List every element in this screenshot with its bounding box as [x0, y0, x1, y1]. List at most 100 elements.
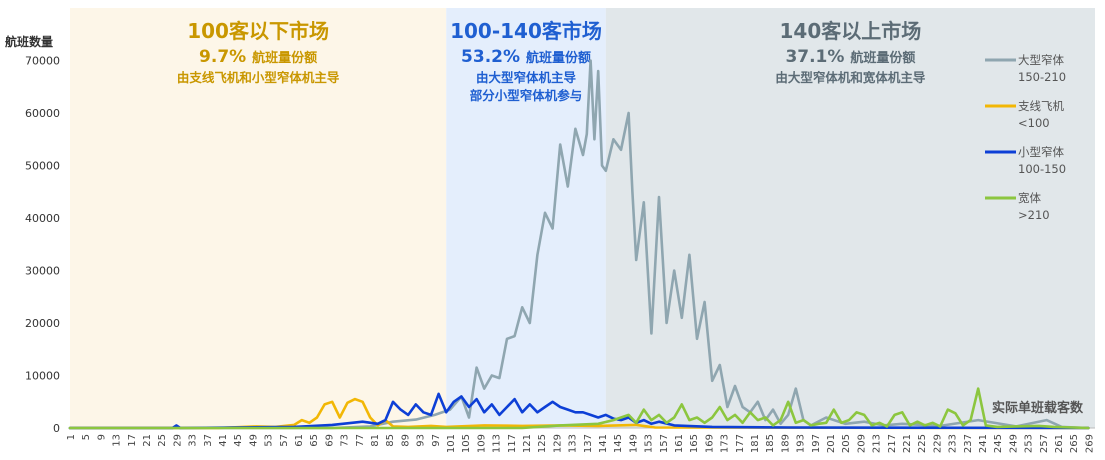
- region-r1-share-pct: 9.7%: [199, 47, 252, 67]
- y-tick-label: 50000: [25, 160, 60, 173]
- x-tick-label: 1: [66, 434, 77, 440]
- region-r3-title: 140客以上市场: [780, 19, 922, 43]
- y-tick-label: 40000: [25, 212, 60, 225]
- x-tick-label: 13: [112, 434, 123, 447]
- y-tick-label: 60000: [25, 107, 60, 120]
- legend-sublabel: <100: [1018, 116, 1050, 130]
- y-axis-title: 航班数量: [5, 34, 53, 49]
- x-tick-label: 117: [507, 434, 518, 453]
- x-tick-label: 189: [780, 434, 791, 453]
- region-r1-title: 100客以下市场: [187, 19, 329, 43]
- x-tick-label: 65: [309, 434, 320, 447]
- series-line-4: [68, 387, 1090, 430]
- x-tick-label: 241: [978, 434, 989, 453]
- x-tick-label: 153: [644, 434, 655, 453]
- x-tick-label: 237: [963, 434, 974, 453]
- x-tick-label: 101: [446, 434, 457, 453]
- x-tick-label: 185: [765, 434, 776, 453]
- x-tick-label: 269: [1084, 434, 1095, 453]
- x-tick-label: 165: [689, 434, 700, 453]
- legend-sublabel: >210: [1018, 208, 1050, 222]
- x-tick-label: 85: [385, 434, 396, 447]
- x-tick-label: 73: [340, 434, 351, 447]
- region-r1-bg: [70, 8, 447, 428]
- x-tick-label: 133: [568, 434, 579, 453]
- legend-label: 小型窄体: [1018, 145, 1064, 159]
- x-tick-label: 137: [583, 434, 594, 453]
- x-tick-label: 213: [872, 434, 883, 453]
- x-tick-label: 45: [233, 434, 244, 447]
- x-tick-label: 37: [203, 434, 214, 447]
- x-tick-label: 5: [81, 434, 92, 440]
- region-r2-share: 53.2% 航班量份额: [461, 47, 591, 67]
- y-axis: 0 10000 20000 30000 40000 50000 60000 70000: [25, 55, 60, 436]
- region-r3-share-label: 航班量份额: [850, 50, 915, 66]
- x-tick-label: 169: [704, 434, 715, 453]
- x-tick-label: 21: [142, 434, 153, 447]
- x-tick-label: 69: [324, 434, 335, 447]
- x-tick-label: 33: [188, 434, 199, 447]
- x-tick-label: 177: [735, 434, 746, 453]
- x-tick-label: 253: [1024, 434, 1035, 453]
- x-tick-label: 61: [294, 434, 305, 447]
- x-tick-label: 225: [917, 434, 928, 453]
- x-tick-label: 201: [826, 434, 837, 453]
- x-tick-label: 149: [628, 434, 639, 453]
- x-tick-label: 217: [887, 434, 898, 453]
- x-tick-label: 125: [537, 434, 548, 453]
- x-tick-label: 29: [172, 434, 183, 447]
- x-axis: 1 5 9 13 17 21 25 29 33 37 41 45 49 53 57 61 65 69 73 77 81 8…: [66, 427, 1095, 453]
- x-tick-label: 265: [1069, 434, 1080, 453]
- legend-sublabel: 150-210: [1018, 70, 1066, 84]
- x-tick-label: 9: [96, 434, 107, 440]
- market-regions: [70, 8, 1095, 428]
- x-tick-label: 93: [416, 434, 427, 447]
- x-tick-label: 205: [841, 434, 852, 453]
- x-tick-label: 41: [218, 434, 229, 447]
- x-tick-label: 209: [856, 434, 867, 453]
- region-r2-desc: 部分小型窄体机参与: [470, 88, 583, 103]
- x-tick-label: 157: [659, 434, 670, 453]
- x-tick-label: 57: [279, 434, 290, 447]
- region-r3-bg: [605, 8, 1095, 428]
- region-r3-share: 37.1% 航班量份额: [785, 47, 915, 67]
- x-tick-label: 89: [400, 434, 411, 447]
- x-tick-label: 229: [932, 434, 943, 453]
- x-tick-label: 81: [370, 434, 381, 447]
- region-r2-bg: [446, 8, 606, 428]
- x-tick-label: 245: [993, 434, 1004, 453]
- x-tick-label: 121: [522, 434, 533, 453]
- x-tick-label: 53: [264, 434, 275, 447]
- x-tick-label: 197: [811, 434, 822, 453]
- region-r2-share-label: 航班量份额: [526, 50, 591, 66]
- x-tick-label: 193: [796, 434, 807, 453]
- region-r3-desc: 由大型窄体机和宽体机主导: [775, 70, 926, 85]
- legend: 大型窄体 150-210 支线飞机 <100 小型窄体 100-150 宽体 >210: [985, 53, 1066, 222]
- x-tick-label: 77: [355, 434, 366, 447]
- y-tick-label: 0: [53, 422, 60, 435]
- x-tick-label: 233: [948, 434, 959, 453]
- region-r2-share-pct: 53.2%: [461, 47, 526, 67]
- x-tick-label: 49: [248, 434, 259, 447]
- region-r1-share-label: 航班量份额: [252, 50, 317, 66]
- legend-label: 大型窄体: [1018, 53, 1064, 67]
- x-tick-label: 17: [127, 434, 138, 447]
- y-tick-label: 20000: [25, 317, 60, 330]
- legend-label: 支线飞机: [1018, 99, 1064, 113]
- legend-label: 宽体: [1018, 191, 1041, 205]
- x-tick-label: 97: [431, 434, 442, 447]
- y-tick-label: 30000: [25, 265, 60, 278]
- legend-sublabel: 100-150: [1018, 162, 1066, 176]
- region-r1-share: 9.7% 航班量份额: [199, 47, 317, 67]
- x-tick-label: 25: [157, 434, 168, 447]
- x-tick-label: 105: [461, 434, 472, 453]
- series-lines: [68, 59, 1090, 430]
- x-tick-label: 145: [613, 434, 624, 453]
- y-tick-label: 70000: [25, 55, 60, 68]
- x-tick-label: 141: [598, 434, 609, 453]
- x-tick-label: 113: [492, 434, 503, 453]
- region-r3-share-pct: 37.1%: [785, 47, 850, 67]
- y-tick-label: 10000: [25, 370, 60, 383]
